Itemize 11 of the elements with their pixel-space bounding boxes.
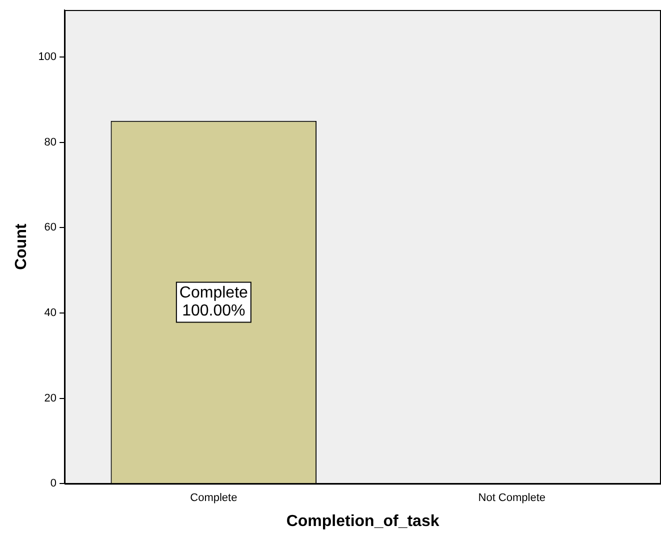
y-tick-label: 100 [38,50,57,63]
y-tick-label: 0 [50,478,57,490]
y-tick-label: 80 [44,136,57,148]
y-tick-label: 40 [44,306,57,319]
x-axis-title: Completion_of_task [286,512,440,530]
y-axis-title: Count [13,223,30,270]
y-tick-label: 20 [44,392,57,404]
x-tick-label: Complete [190,492,238,504]
x-tick-label: Not Complete [478,492,546,504]
y-tick-label: 60 [44,222,57,234]
data-label: Complete 100.00% [179,284,248,320]
